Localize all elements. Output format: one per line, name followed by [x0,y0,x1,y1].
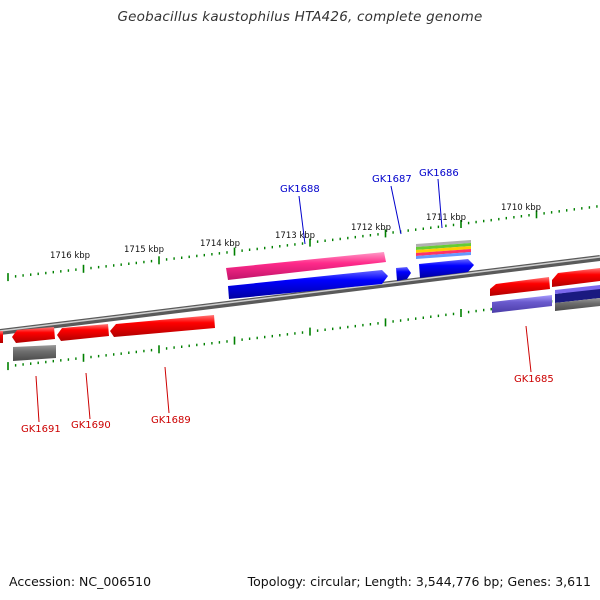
leader-gk1688 [298,195,306,245]
gene-gk1691[interactable] [12,327,55,343]
accession-text: Accession: NC_006510 [9,574,152,589]
gene-gk1686-track-2[interactable] [416,243,471,250]
scale-label-1714: 1714 kbp [200,239,240,249]
gene-gk1685-purple[interactable] [492,295,552,313]
gene-gk1689[interactable] [110,315,215,337]
gene-gk1685[interactable] [490,277,550,296]
gene-gk1686-track-3[interactable] [416,246,471,253]
scale-label-1711: 1711 kbp [426,213,466,223]
scale-label-1712: 1712 kbp [351,223,391,233]
scale-label-1715: 1715 kbp [124,245,164,255]
gene-gk1691-grey[interactable] [13,345,56,361]
leader-gk1689 [164,366,170,414]
gene-label-gk1686[interactable]: GK1686 [419,168,459,179]
gene-gk1688-pink[interactable] [226,252,386,280]
leader-gk1685 [525,325,532,373]
gene-gk1686-track-4[interactable] [416,249,471,256]
gene-label-gk1689[interactable]: GK1689 [151,415,191,426]
gene-label-gk1688[interactable]: GK1688 [280,184,320,195]
upper-scale-ruler [7,205,598,282]
gene-gk1688-blue[interactable] [228,270,388,299]
gene-gk1686-track-1[interactable] [416,240,471,247]
scale-label-1716: 1716 kbp [50,251,90,261]
gene-gk1690[interactable] [57,324,109,341]
gene-right-purple[interactable] [555,285,600,294]
gene-right-red[interactable] [552,268,600,287]
leader-gk1687 [390,185,402,235]
gene-label-gk1690[interactable]: GK1690 [71,420,111,431]
sequence-backbone-highlight [0,256,600,332]
leader-gk1686 [437,178,443,229]
gene-label-gk1691[interactable]: GK1691 [21,424,61,435]
gene-gk1687[interactable] [396,267,411,281]
gene-label-gk1685[interactable]: GK1685 [514,374,554,385]
scale-label-1713: 1713 kbp [275,231,315,241]
gene-gk1686-track-5[interactable] [416,252,471,259]
gene-label-gk1687[interactable]: GK1687 [372,174,412,185]
scale-label-1710: 1710 kbp [501,203,541,213]
gene-left-edge[interactable] [0,331,3,343]
sequence-backbone [0,255,600,335]
map-title: Geobacillus kaustophilus HTA426, complet… [117,9,483,25]
gene-gk1686[interactable] [419,259,474,278]
genome-summary-text: Topology: circular; Length: 3,544,776 bp… [247,574,591,589]
leader-gk1691 [35,375,40,423]
leader-gk1690 [85,372,91,420]
gene-right-grey[interactable] [555,298,600,311]
